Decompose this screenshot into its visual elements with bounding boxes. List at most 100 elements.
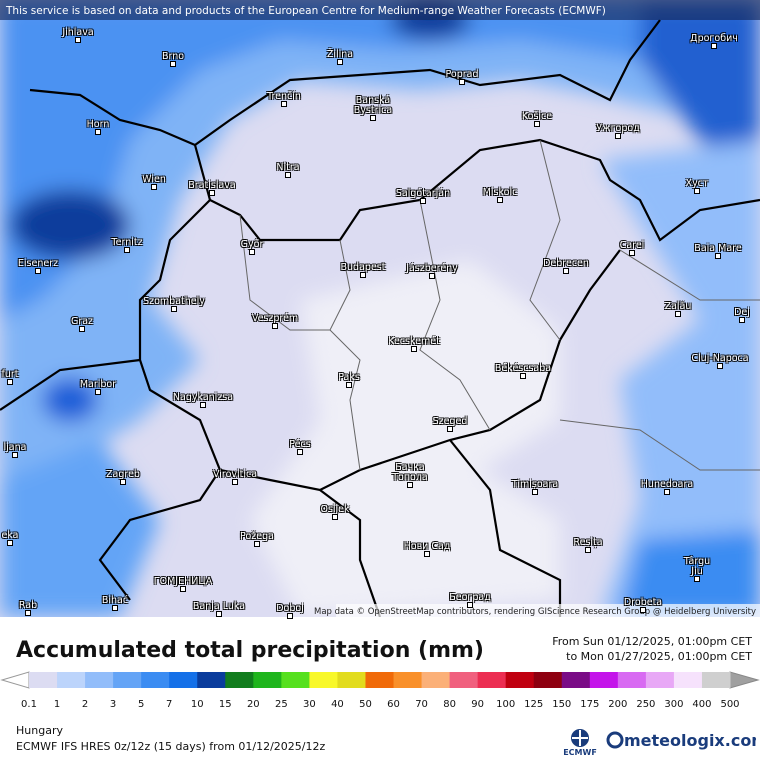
legend-swatch xyxy=(57,672,86,688)
city-label: Brno xyxy=(161,51,185,62)
legend-swatch xyxy=(645,672,675,688)
city-dot xyxy=(640,607,646,613)
city-dot xyxy=(7,379,13,385)
city-label: Osijek xyxy=(320,504,350,515)
city-label: Târgu Jiu xyxy=(683,556,711,577)
legend-label: 200 xyxy=(608,699,627,710)
legend-swatch xyxy=(29,672,58,688)
map: This service is based on data and produc… xyxy=(0,0,760,617)
legend-swatch xyxy=(225,672,254,688)
city-label: Szeged xyxy=(432,416,468,427)
legend-label: 20 xyxy=(247,699,260,710)
city-label: Jászberény xyxy=(406,263,458,274)
city-dot xyxy=(420,198,426,204)
legend-label: 300 xyxy=(664,699,683,710)
city-label: Győr xyxy=(240,239,264,250)
legend-swatch xyxy=(141,672,170,688)
city-dot xyxy=(467,602,473,608)
legend-swatch xyxy=(281,672,310,688)
city-label: Veszprém xyxy=(251,313,299,324)
city-dot xyxy=(407,482,413,488)
city-dot xyxy=(171,306,177,312)
city-label: Reșița xyxy=(573,537,603,548)
city-dot xyxy=(297,449,303,455)
city-label: Graz xyxy=(70,316,94,327)
city-dot xyxy=(447,426,453,432)
title: Accumulated total precipitation (mm) xyxy=(16,638,484,663)
city-label: Bratislava xyxy=(188,180,236,191)
legend-label: 100 xyxy=(496,699,515,710)
legend-label: 3 xyxy=(110,699,116,710)
city-dot xyxy=(151,184,157,190)
legend-label: 175 xyxy=(580,699,599,710)
ecmwf-text: ECMWF xyxy=(563,748,597,757)
city-label: Kecskemét xyxy=(388,336,440,347)
city-label: Ужгород xyxy=(596,123,640,134)
legend-label: 0.1 xyxy=(21,699,37,710)
city-label: Drobeta xyxy=(623,597,663,608)
legend-label: 25 xyxy=(275,699,288,710)
city-label: Нови Сад xyxy=(403,541,451,552)
legend-label: 2 xyxy=(82,699,88,710)
legend-swatch xyxy=(197,672,226,688)
city-dot xyxy=(563,268,569,274)
legend-label: 500 xyxy=(720,699,739,710)
legend-label: 10 xyxy=(191,699,204,710)
city-label: ГОМЈЕНИЦА xyxy=(153,576,213,587)
city-label: Miskolc xyxy=(482,187,518,198)
city-dot xyxy=(429,273,435,279)
legend-swatch xyxy=(421,672,451,688)
legend-label: 50 xyxy=(359,699,372,710)
city-dot xyxy=(7,540,13,546)
city-dot xyxy=(124,247,130,253)
city-label: Eisenerz xyxy=(17,258,59,269)
city-dot xyxy=(95,129,101,135)
city-dot xyxy=(216,611,222,617)
city-dot xyxy=(694,188,700,194)
legend-swatch xyxy=(337,672,366,688)
city-dot xyxy=(739,317,745,323)
city-dot xyxy=(615,133,621,139)
city-dot xyxy=(459,79,465,85)
city-label: eka xyxy=(1,530,19,541)
legend-swatch xyxy=(589,672,619,688)
legend-swatch xyxy=(533,672,563,688)
city-dot xyxy=(35,268,41,274)
city-label: Bihać xyxy=(101,595,129,606)
city-dot xyxy=(664,489,670,495)
city-dot xyxy=(337,59,343,65)
city-dot xyxy=(12,452,18,458)
city-dot xyxy=(254,541,260,547)
city-dot xyxy=(585,547,591,553)
city-label: Hunedoara xyxy=(640,479,694,490)
city-dot xyxy=(711,43,717,49)
city-dot xyxy=(120,479,126,485)
city-label: Doboj xyxy=(276,603,304,614)
legend-label: 80 xyxy=(443,699,456,710)
city-label: Békéscsaba xyxy=(494,363,552,374)
legend-swatch xyxy=(309,672,338,688)
city-dot xyxy=(232,479,238,485)
city-dot xyxy=(95,389,101,395)
city-label: Maribor xyxy=(79,379,117,390)
city-dot xyxy=(332,514,338,520)
legend-swatch xyxy=(449,672,479,688)
region: Hungary xyxy=(16,724,63,737)
city-dot xyxy=(497,197,503,203)
legend-label: 70 xyxy=(415,699,428,710)
city-dot xyxy=(285,172,291,178)
city-dot xyxy=(281,101,287,107)
city-dot xyxy=(715,253,721,259)
city-dot xyxy=(534,121,540,127)
legend-swatch xyxy=(393,672,423,688)
city-dot xyxy=(520,373,526,379)
city-label: Дрогобич xyxy=(690,33,738,44)
legend: 0.1 1 2 3 5 7 10 15 20 25 30 40 50 60 70 80 90 100 125 150 1… xyxy=(0,671,760,710)
city-dot xyxy=(75,37,81,43)
city-label: ljana xyxy=(3,442,27,453)
city-label: Košice xyxy=(521,111,553,122)
attribution: Map data © OpenStreetMap contributors, r… xyxy=(314,607,756,617)
city-label: Zagreb xyxy=(106,469,140,480)
city-dot xyxy=(79,326,85,332)
